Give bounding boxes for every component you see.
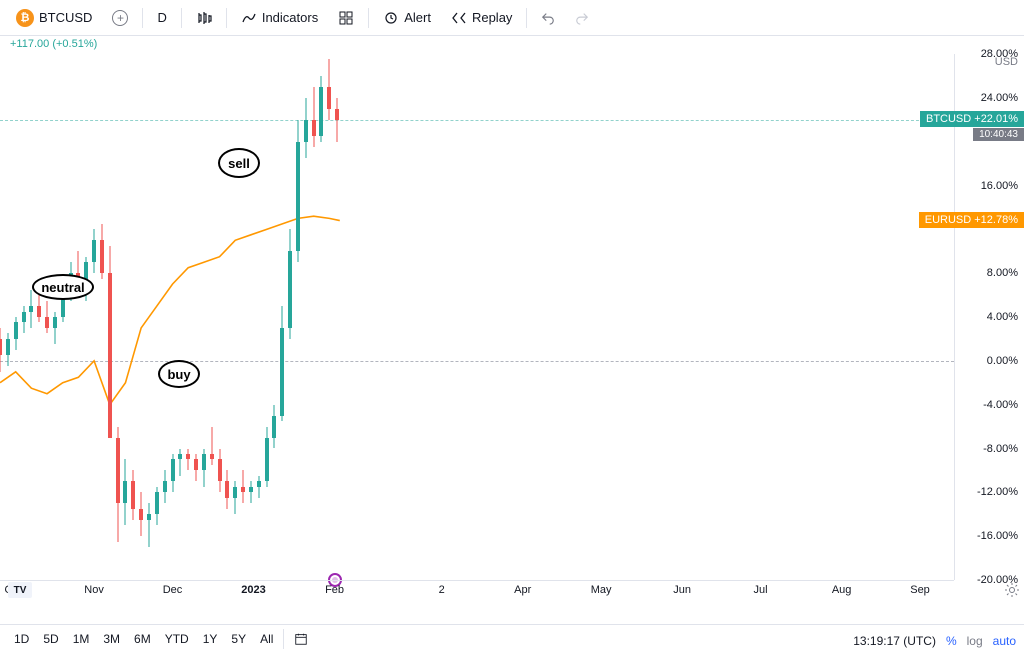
y-tick: 16.00% (981, 180, 1018, 192)
x-tick: 2023 (241, 584, 265, 596)
btc-icon: ₿ (16, 9, 34, 27)
undo-button[interactable] (533, 7, 563, 29)
calendar-button[interactable] (288, 629, 314, 652)
x-tick: Apr (514, 584, 531, 596)
price-change-row: +117.00 (+0.51%) (0, 36, 1024, 52)
eurusd-overlay-line (0, 54, 954, 580)
grid-icon (338, 10, 354, 26)
range-1Y[interactable]: 1Y (197, 629, 224, 652)
add-symbol-button[interactable]: + (104, 6, 136, 30)
replay-icon (451, 10, 467, 26)
y-tick: 28.00% (981, 48, 1018, 60)
annotation-neutral: neutral (32, 274, 94, 300)
top-toolbar: ₿ BTCUSD + D Indicators Alert Replay (0, 0, 1024, 36)
chart-type-button[interactable] (188, 6, 220, 30)
range-All[interactable]: All (254, 629, 279, 652)
y-tick: -16.00% (977, 530, 1018, 542)
range-5Y[interactable]: 5Y (225, 629, 252, 652)
x-tick: Aug (832, 584, 852, 596)
x-tick: Sep (910, 584, 930, 596)
eurusd-price-label: EURUSD +12.78% (919, 212, 1024, 228)
x-tick: Feb (325, 584, 344, 596)
y-tick: 0.00% (987, 355, 1018, 367)
auto-toggle[interactable]: auto (993, 634, 1016, 648)
date-range-buttons: 1D5D1M3M6MYTD1Y5YAll (8, 629, 314, 652)
range-1D[interactable]: 1D (8, 629, 35, 652)
x-tick: Dec (163, 584, 183, 596)
indicators-icon (241, 10, 257, 26)
clock-time[interactable]: 13:19:17 (UTC) (853, 634, 936, 648)
range-3M[interactable]: 3M (97, 629, 126, 652)
annotation-sell: sell (218, 148, 260, 178)
chart-main[interactable]: neutral sell buy (0, 54, 954, 580)
replay-button[interactable]: Replay (443, 6, 520, 30)
x-tick: Jul (754, 584, 768, 596)
templates-button[interactable] (330, 6, 362, 30)
y-axis[interactable]: USD 28.00%24.00%16.00%8.00%4.00%0.00%-4.… (954, 54, 1024, 580)
y-tick: -4.00% (983, 399, 1018, 411)
x-tick: Jun (673, 584, 691, 596)
redo-icon (575, 11, 589, 25)
countdown-label: 10:40:43 (973, 128, 1024, 141)
btcusd-price-label: BTCUSD +22.01% (920, 111, 1024, 127)
log-toggle[interactable]: log (967, 634, 983, 648)
redo-button[interactable] (567, 7, 597, 29)
interval-selector[interactable]: D (149, 6, 174, 29)
range-5D[interactable]: 5D (37, 629, 64, 652)
axis-settings-icon[interactable] (1004, 582, 1020, 598)
chart-wrap: neutralsellbuy USD 28.00%24.00%16.00%8.0… (0, 54, 1024, 602)
y-tick: 4.00% (987, 311, 1018, 323)
annotation-buy: buy (158, 360, 200, 388)
symbol-selector[interactable]: ₿ BTCUSD (8, 5, 100, 31)
indicators-button[interactable]: Indicators (233, 6, 326, 30)
zero-line (0, 361, 954, 362)
y-tick: 24.00% (981, 92, 1018, 104)
x-tick: Nov (84, 584, 104, 596)
plus-icon: + (112, 10, 128, 26)
y-tick: -8.00% (983, 443, 1018, 455)
alert-button[interactable]: Alert (375, 6, 439, 30)
btc-price-line (0, 120, 954, 121)
x-tick: May (591, 584, 612, 596)
bottom-bar: 1D5D1M3M6MYTD1Y5YAll 13:19:17 (UTC) % lo… (0, 624, 1024, 656)
y-tick: -12.00% (977, 486, 1018, 498)
range-1M[interactable]: 1M (67, 629, 96, 652)
alert-icon (383, 10, 399, 26)
y-tick: 8.00% (987, 267, 1018, 279)
symbol-text: BTCUSD (39, 10, 92, 25)
candlestick-icon (196, 10, 212, 26)
range-6M[interactable]: 6M (128, 629, 157, 652)
undo-icon (541, 11, 555, 25)
range-YTD[interactable]: YTD (159, 629, 195, 652)
x-tick: 2 (439, 584, 445, 596)
tradingview-logo[interactable]: TV (8, 582, 32, 598)
percent-toggle[interactable]: % (946, 634, 957, 648)
x-axis[interactable]: OctNovDec2023Feb2AprMayJunJulAugSep (0, 580, 954, 602)
